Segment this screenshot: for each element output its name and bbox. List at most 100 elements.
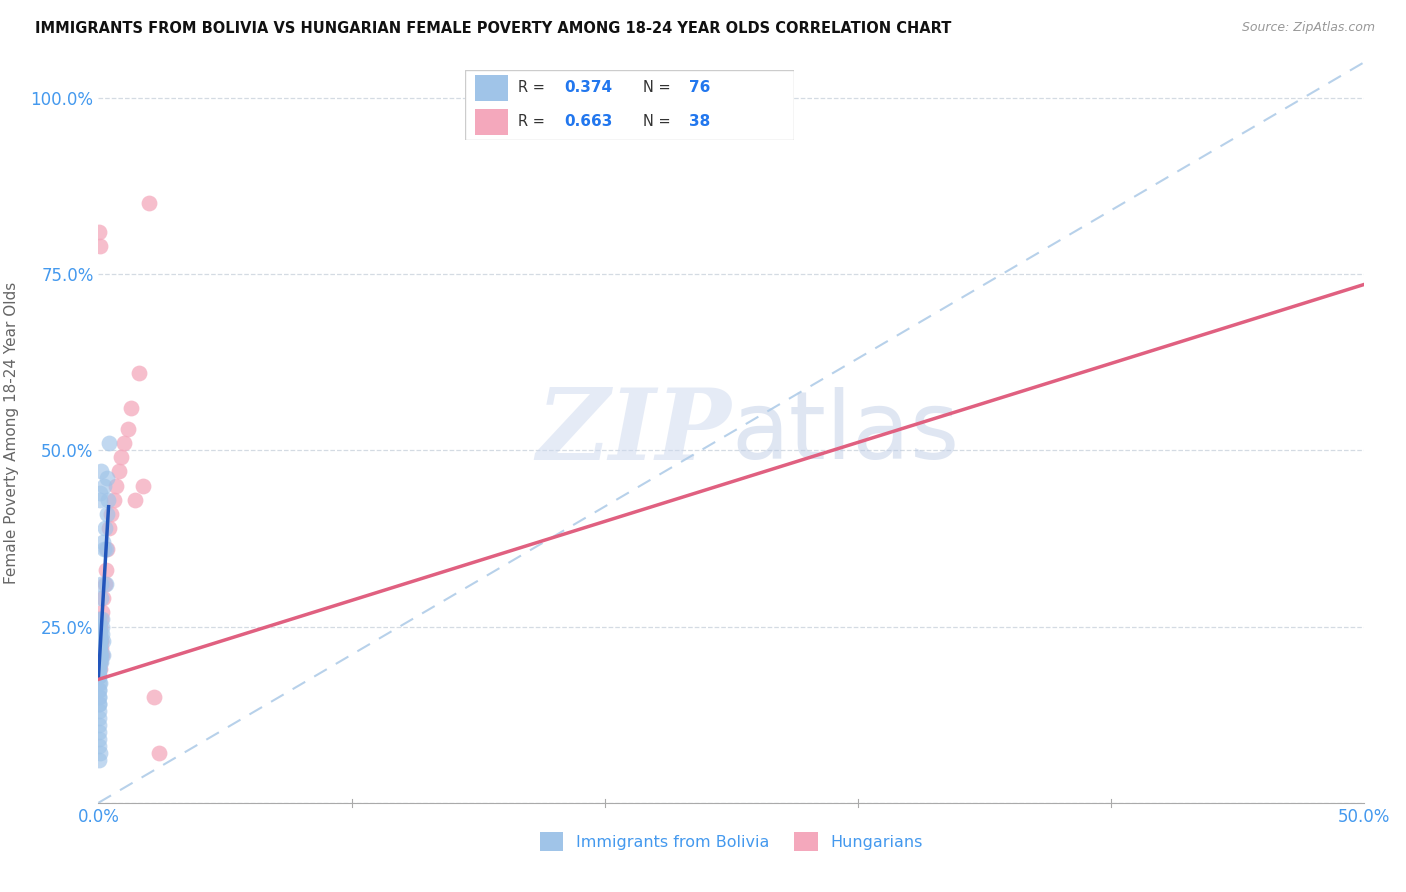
Point [87,690,110,704]
Point [89,662,111,676]
Point [89,640,111,655]
Text: atlas: atlas [731,386,959,479]
Text: Source: ZipAtlas.com: Source: ZipAtlas.com [1241,21,1375,34]
Point [87,626,110,640]
Point [87,633,110,648]
Point [87,633,110,648]
Point [90,464,112,478]
Point [89,662,111,676]
Point [112,436,135,450]
Point [89,655,111,669]
Point [89,640,111,655]
Point [93,521,117,535]
Point [94,541,117,556]
Point [87,648,110,662]
Point [96,507,118,521]
Point [89,492,111,507]
Point [89,648,111,662]
Point [89,754,111,768]
Point [89,648,111,662]
Point [87,697,110,711]
Point [89,626,111,640]
Point [94,563,117,577]
Point [89,648,111,662]
Point [91,535,114,549]
Point [89,640,111,655]
Point [89,747,111,761]
Point [117,422,139,436]
Point [89,676,111,690]
Point [87,697,110,711]
Point [93,478,115,492]
Point [89,485,111,500]
Point [89,648,111,662]
Point [91,619,114,633]
Point [89,633,111,648]
Point [89,662,111,676]
Point [89,640,111,655]
Point [89,648,111,662]
Point [90,612,112,626]
Point [89,655,111,669]
Point [87,655,110,669]
Point [91,648,114,662]
Point [90,640,112,655]
Point [89,612,111,626]
Point [87,683,110,698]
Point [143,690,166,704]
Point [90,577,112,591]
Point [107,464,129,478]
Point [93,577,117,591]
Point [87,655,110,669]
Point [87,725,110,739]
Legend: Immigrants from Bolivia, Hungarians: Immigrants from Bolivia, Hungarians [533,825,929,858]
Point [89,225,111,239]
Text: IMMIGRANTS FROM BOLIVIA VS HUNGARIAN FEMALE POVERTY AMONG 18-24 YEAR OLDS CORREL: IMMIGRANTS FROM BOLIVIA VS HUNGARIAN FEM… [35,21,952,36]
Point [87,612,110,626]
Point [89,648,111,662]
Point [90,591,112,606]
Point [87,640,110,655]
Point [89,239,111,253]
Point [120,401,142,415]
Point [93,633,115,648]
Point [87,711,110,725]
Point [89,619,111,633]
Point [87,676,110,690]
Point [87,648,110,662]
Text: ZIP: ZIP [536,384,731,481]
Point [89,626,111,640]
Point [148,747,170,761]
Point [110,450,132,465]
Point [132,478,155,492]
Point [89,655,111,669]
Point [89,732,111,747]
Point [87,640,110,655]
Point [87,683,110,698]
Point [91,626,114,640]
Point [91,606,114,620]
Point [96,541,118,556]
Point [87,619,110,633]
Point [89,633,111,648]
Point [124,492,146,507]
Point [89,633,111,648]
Point [97,521,120,535]
Point [90,655,112,669]
Y-axis label: Female Poverty Among 18-24 Year Olds: Female Poverty Among 18-24 Year Olds [4,282,20,583]
Point [89,655,111,669]
Point [96,492,118,507]
Point [138,196,160,211]
Point [97,436,120,450]
Point [93,591,115,606]
Point [94,577,117,591]
Point [128,366,150,380]
Point [93,541,115,556]
Point [100,507,122,521]
Point [105,478,128,492]
Point [89,633,111,648]
Point [89,626,111,640]
Point [87,718,110,732]
Point [89,648,111,662]
Point [89,619,111,633]
